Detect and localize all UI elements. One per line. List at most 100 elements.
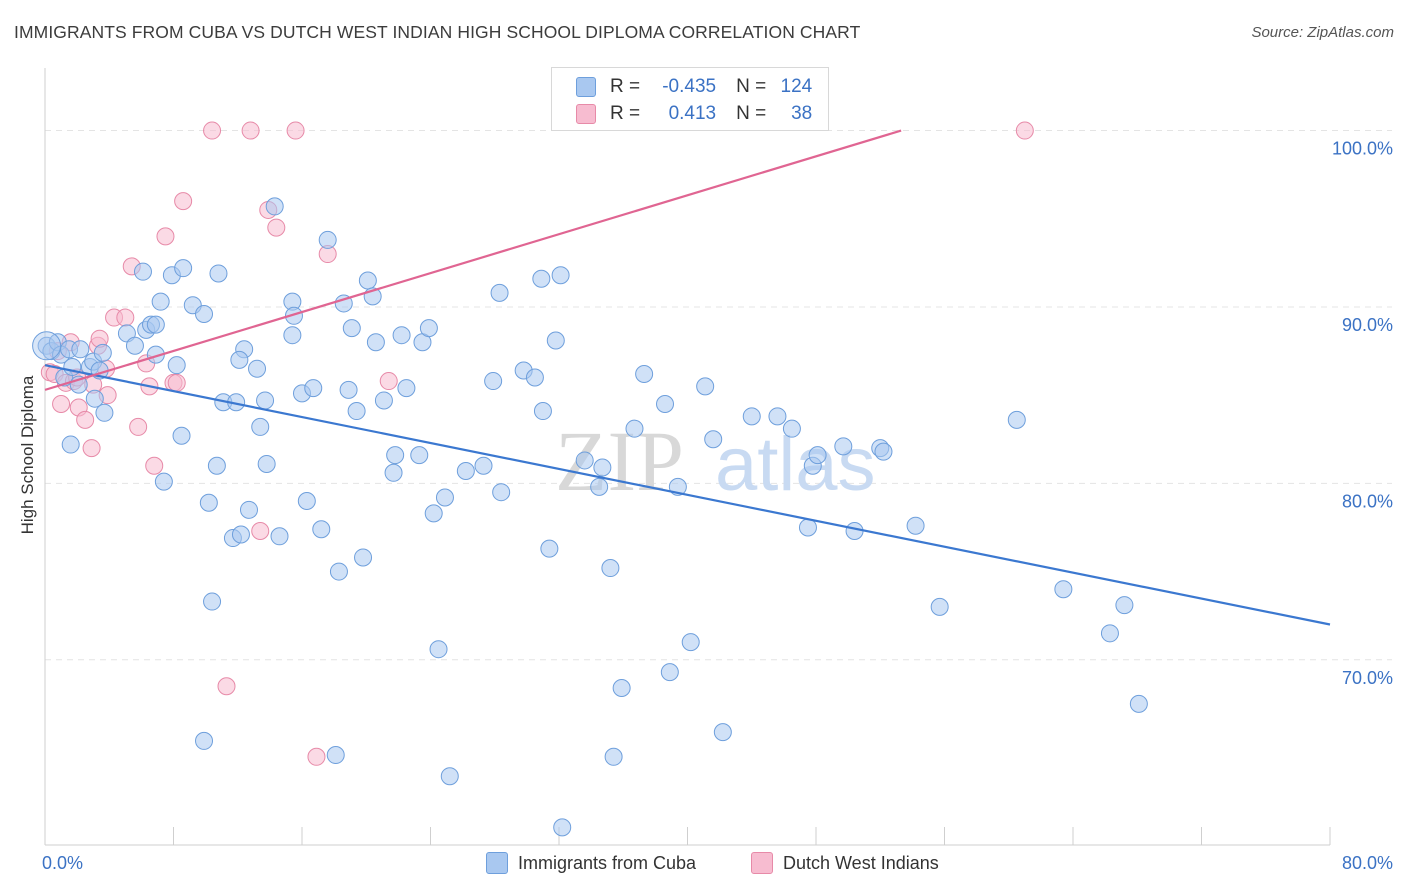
point-immigrants-from-cuba: [656, 394, 675, 413]
point-immigrants-from-cuba: [199, 493, 218, 512]
point-immigrants-from-cuba: [354, 548, 373, 567]
y-tick-label: 100.0%: [1332, 139, 1393, 159]
point-immigrants-from-cuba: [329, 562, 348, 581]
x-tick-label: 80.0%: [1342, 853, 1393, 873]
point-immigrants-from-cuba: [339, 380, 358, 399]
point-immigrants-from-cuba: [174, 259, 193, 278]
point-immigrants-from-cuba: [713, 723, 732, 742]
point-immigrants-from-cuba: [172, 426, 191, 445]
trend-lines: [44, 129, 1331, 626]
legend-item-dwi[interactable]: Dutch West Indians: [751, 852, 939, 874]
point-immigrants-from-cuba: [660, 663, 679, 682]
point-immigrants-from-cuba: [635, 365, 654, 383]
point-immigrants-from-cuba: [625, 419, 644, 438]
point-immigrants-from-cuba: [203, 592, 222, 611]
point-immigrants-from-cuba: [239, 500, 258, 519]
point-immigrants-from-cuba: [384, 463, 403, 482]
point-immigrants-from-cuba: [490, 283, 509, 302]
legend-r-value: 0.413: [668, 103, 717, 124]
point-immigrants-from-cuba: [874, 442, 893, 461]
point-dutch-west-indians: [174, 192, 193, 211]
point-immigrants-from-cuba: [593, 458, 612, 477]
point-immigrants-from-cuba: [424, 504, 443, 523]
point-immigrants-from-cuba: [146, 315, 165, 334]
point-immigrants-from-cuba: [265, 197, 284, 216]
point-immigrants-from-cuba: [834, 437, 853, 456]
legend-n-value: 38: [791, 103, 813, 124]
legend-n-label: N =: [736, 103, 767, 124]
point-dutch-west-indians: [167, 373, 186, 392]
point-immigrants-from-cuba: [782, 419, 801, 438]
point-immigrants-from-cuba: [696, 377, 715, 396]
legend-r-value: -0.435: [662, 76, 717, 97]
point-dutch-west-indians: [203, 121, 222, 140]
point-immigrants-from-cuba: [798, 518, 817, 537]
point-immigrants-from-cuba: [386, 446, 405, 465]
point-dutch-west-indians: [241, 121, 260, 140]
point-immigrants-from-cuba: [195, 305, 214, 324]
point-immigrants-from-cuba: [532, 269, 551, 288]
point-dutch-west-indians: [156, 227, 175, 246]
point-immigrants-from-cuba: [742, 407, 761, 426]
point-immigrants-from-cuba: [1007, 410, 1026, 429]
point-immigrants-from-cuba: [553, 818, 572, 837]
x-tick-label: 0.0%: [42, 853, 83, 873]
point-immigrants-from-cuba: [681, 633, 700, 652]
point-immigrants-from-cuba: [590, 477, 609, 496]
point-immigrants-from-cuba: [318, 230, 337, 249]
point-dutch-west-indians: [82, 439, 101, 458]
tick-labels: 100.0% 90.0% 80.0% 70.0% 0.0% 80.0%: [42, 139, 1393, 873]
point-immigrants-from-cuba: [1129, 694, 1148, 713]
point-dutch-west-indians: [251, 522, 270, 540]
point-immigrants-from-cuba: [551, 266, 570, 285]
point-immigrants-from-cuba: [251, 417, 270, 436]
point-immigrants-from-cuba: [284, 306, 303, 325]
point-immigrants-from-cuba: [358, 271, 377, 290]
point-immigrants-from-cuba: [151, 292, 170, 311]
point-dutch-west-indians: [307, 747, 326, 766]
point-immigrants-from-cuba: [85, 389, 104, 408]
point-immigrants-from-cuba: [270, 527, 289, 546]
point-immigrants-from-cuba: [283, 326, 302, 345]
point-immigrants-from-cuba: [95, 403, 114, 422]
point-immigrants-from-cuba: [374, 391, 393, 410]
point-immigrants-from-cuba: [207, 456, 226, 475]
point-immigrants-from-cuba: [133, 262, 152, 281]
point-immigrants-from-cuba: [93, 343, 112, 362]
point-immigrants-from-cuba: [492, 483, 511, 502]
point-immigrants-from-cuba: [1115, 596, 1134, 615]
point-immigrants-from-cuba: [392, 326, 411, 345]
legend-swatch-dwi: [751, 852, 773, 874]
point-dutch-west-indians: [52, 394, 71, 413]
point-immigrants-from-cuba: [347, 402, 366, 421]
axes: [44, 68, 1331, 846]
point-immigrants-from-cuba-cluster: [32, 331, 62, 361]
point-immigrants-from-cuba: [474, 456, 493, 475]
point-immigrants-from-cuba: [601, 559, 620, 578]
point-dutch-west-indians: [116, 308, 135, 327]
point-immigrants-from-cuba: [906, 516, 925, 535]
point-dutch-west-indians: [267, 218, 286, 237]
point-immigrants-from-cuba: [167, 356, 186, 375]
legend-n-label: N =: [736, 76, 767, 97]
legend-item-cuba[interactable]: Immigrants from Cuba: [486, 852, 696, 874]
point-immigrants-from-cuba: [546, 331, 565, 350]
point-immigrants-from-cuba: [257, 454, 276, 473]
gridlines: [45, 130, 1392, 661]
point-immigrants-from-cuba: [845, 522, 864, 540]
legend-swatch-cuba: [576, 77, 596, 97]
legend-r-label: R =: [610, 103, 641, 124]
point-immigrants-from-cuba: [256, 391, 275, 410]
point-immigrants-from-cuba: [230, 350, 249, 369]
trend-line-dwi: [44, 129, 902, 391]
point-dutch-west-indians: [217, 677, 236, 696]
point-immigrants-from-cuba: [312, 520, 331, 539]
point-immigrants-from-cuba: [61, 435, 80, 454]
point-immigrants-from-cuba: [612, 679, 631, 697]
point-immigrants-from-cuba: [209, 264, 228, 283]
point-immigrants-from-cuba: [154, 472, 173, 491]
point-dutch-west-indians: [145, 456, 164, 475]
point-immigrants-from-cuba: [410, 446, 429, 465]
point-immigrants-from-cuba: [342, 319, 361, 338]
